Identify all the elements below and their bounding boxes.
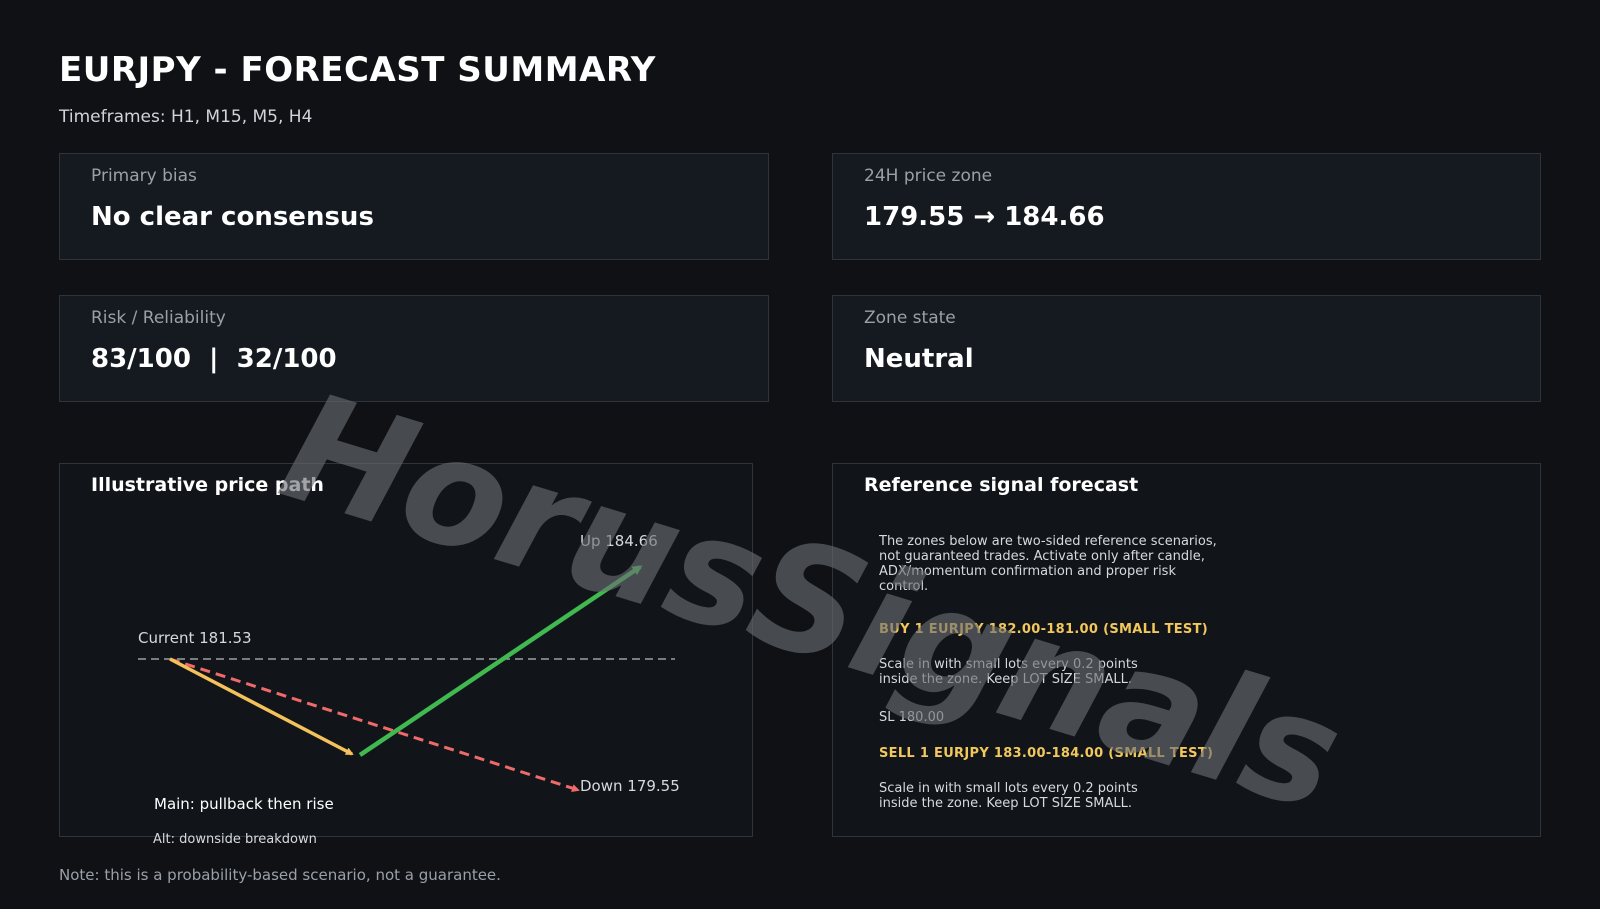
down-target-label: Down 179.55 xyxy=(580,777,680,795)
buy-signal-heading: BUY 1 EURJPY 182.00-181.00 (SMALL TEST) xyxy=(879,622,1208,637)
timeframes-subtitle: Timeframes: H1, M15, M5, H4 xyxy=(59,107,313,127)
signal-forecast-title: Reference signal forecast xyxy=(864,474,1139,496)
price-zone-label: 24H price zone xyxy=(864,166,993,186)
primary-bias-value: No clear consensus xyxy=(91,202,374,232)
page-title: EURJPY - FORECAST SUMMARY xyxy=(59,50,656,90)
alt-scenario-label: Alt: downside breakdown xyxy=(153,832,317,847)
zone-state-card: Zone state Neutral xyxy=(832,295,1541,402)
buy-stop-loss: SL 180.00 xyxy=(879,710,945,725)
primary-bias-label: Primary bias xyxy=(91,166,197,186)
main-scenario-label: Main: pullback then rise xyxy=(154,795,334,813)
current-price-label: Current 181.53 xyxy=(138,629,252,647)
primary-bias-card: Primary bias No clear consensus xyxy=(59,153,769,260)
price-path-chart: Current 181.53 Up 184.66 Down 179.55 Mai… xyxy=(138,532,680,813)
main-rise-path xyxy=(358,565,643,757)
buy-signal-text: Scale in with small lots every 0.2 point… xyxy=(879,657,1138,687)
risk-reliability-value: 83/100 | 32/100 xyxy=(91,344,337,374)
alt-downside-path xyxy=(169,657,580,792)
risk-reliability-label: Risk / Reliability xyxy=(91,308,226,328)
sell-signal-heading: SELL 1 EURJPY 183.00-184.00 (SMALL TEST) xyxy=(879,746,1214,761)
signal-intro-text: The zones below are two-sided reference … xyxy=(879,534,1217,594)
up-target-label: Up 184.66 xyxy=(580,532,658,550)
price-zone-card: 24H price zone 179.55 → 184.66 xyxy=(832,153,1541,260)
price-path-panel: Illustrative price path Current 181.53 U… xyxy=(59,463,753,837)
disclaimer-note: Note: this is a probability-based scenar… xyxy=(59,866,501,884)
price-path-title: Illustrative price path xyxy=(91,474,324,496)
risk-reliability-card: Risk / Reliability 83/100 | 32/100 xyxy=(59,295,769,402)
zone-state-label: Zone state xyxy=(864,308,956,328)
main-pullback-path xyxy=(169,657,354,756)
sell-signal-text: Scale in with small lots every 0.2 point… xyxy=(879,781,1138,811)
zone-state-value: Neutral xyxy=(864,344,974,374)
signal-forecast-panel: Reference signal forecast The zones belo… xyxy=(832,463,1541,837)
price-zone-value: 179.55 → 184.66 xyxy=(864,202,1105,232)
